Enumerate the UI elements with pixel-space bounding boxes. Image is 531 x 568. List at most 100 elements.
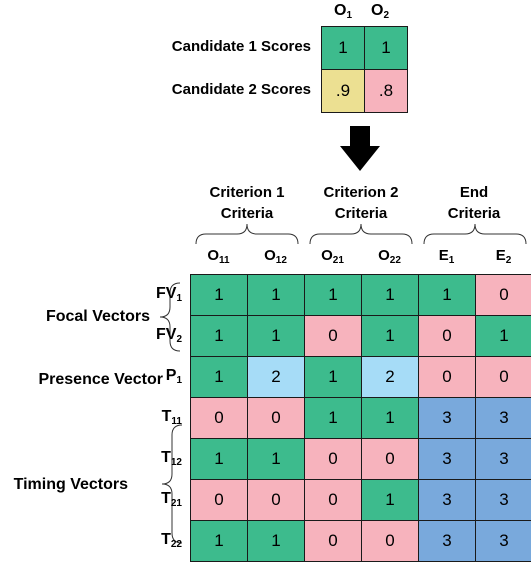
column-header-base: E bbox=[438, 247, 449, 264]
grid-cell: 1 bbox=[475, 315, 531, 357]
grid-cell: 2 bbox=[247, 356, 305, 398]
focal-vectors-label: Focal Vectors bbox=[45, 308, 150, 325]
column-header-base: O bbox=[321, 247, 333, 264]
row-label-sub: 12 bbox=[170, 457, 182, 468]
grid-cell: 0 bbox=[361, 438, 419, 480]
column-header: E1 bbox=[418, 245, 475, 271]
grid-cell: 1 bbox=[304, 356, 362, 398]
column-header-base: E bbox=[495, 247, 506, 264]
grid-cell: 1 bbox=[190, 274, 248, 316]
row-label-base: FV bbox=[155, 285, 177, 302]
row-label-sub: 2 bbox=[176, 334, 182, 345]
group-header-criterion-2: Criterion 2 Criteria bbox=[323, 184, 399, 222]
row-label: FV1 bbox=[156, 285, 182, 304]
top-cell: 1 bbox=[364, 26, 408, 70]
grid-cell: 1 bbox=[418, 274, 476, 316]
column-header-sub: 2 bbox=[505, 255, 512, 266]
grid-cell: 0 bbox=[190, 479, 248, 521]
grid-cell: 2 bbox=[361, 356, 419, 398]
grid-cell: 3 bbox=[418, 438, 476, 480]
column-header: O21 bbox=[304, 245, 361, 271]
group-header-end: End Criteria bbox=[447, 184, 501, 222]
row-label-sub: 22 bbox=[170, 539, 182, 550]
brace-timing-vectors bbox=[161, 424, 183, 544]
column-header-base: O bbox=[378, 247, 390, 264]
row-label: P1 bbox=[166, 367, 182, 386]
grid-cell: 1 bbox=[190, 315, 248, 357]
column-header-sub: 11 bbox=[219, 255, 230, 266]
grid-cell: 1 bbox=[247, 520, 305, 562]
grid-cell: 0 bbox=[304, 520, 362, 562]
column-header: E2 bbox=[475, 245, 531, 271]
grid-cell: 0 bbox=[247, 479, 305, 521]
grid-cell: 1 bbox=[304, 397, 362, 439]
candidate-2-label: Candidate 2 Scores bbox=[171, 81, 311, 98]
row-label: T12 bbox=[161, 449, 182, 468]
candidate-1-label: Candidate 1 Scores bbox=[171, 38, 311, 55]
grid-cell: 3 bbox=[418, 397, 476, 439]
presence-vector-label: Presence Vector bbox=[38, 371, 163, 388]
grid-cell: 3 bbox=[475, 438, 531, 480]
grid-cell: 1 bbox=[361, 397, 419, 439]
row-label-sub: 21 bbox=[170, 498, 182, 509]
grid-cell: 0 bbox=[418, 356, 476, 398]
top-col-header-o1: O1 bbox=[333, 2, 352, 21]
column-header-base: O bbox=[264, 247, 276, 264]
brace-criterion-2 bbox=[309, 223, 413, 245]
grid-cell: 1 bbox=[247, 274, 305, 316]
row-label-base: P bbox=[165, 367, 177, 384]
row-label-base: T bbox=[161, 449, 171, 466]
grid-cell: 1 bbox=[247, 438, 305, 480]
grid-cell: 0 bbox=[247, 397, 305, 439]
brace-focal-vectors bbox=[159, 282, 181, 352]
grid-cell: 1 bbox=[190, 520, 248, 562]
top-cell: .8 bbox=[364, 69, 408, 113]
grid-cell: 0 bbox=[304, 479, 362, 521]
top-col-header-o2: O2 bbox=[370, 2, 389, 21]
grid-cell: 0 bbox=[304, 315, 362, 357]
grid-cell: 1 bbox=[190, 438, 248, 480]
grid-cell: 1 bbox=[361, 479, 419, 521]
grid-cell: 3 bbox=[475, 397, 531, 439]
grid-cell: 3 bbox=[418, 520, 476, 562]
grid-cell: 0 bbox=[475, 356, 531, 398]
grid-cell: 0 bbox=[418, 315, 476, 357]
row-label: T11 bbox=[162, 408, 182, 427]
grid-cell: 0 bbox=[190, 397, 248, 439]
row-label-base: T bbox=[161, 408, 172, 425]
column-header-sub: 1 bbox=[448, 255, 455, 266]
down-arrow-icon bbox=[340, 126, 380, 171]
grid-cell: 1 bbox=[304, 274, 362, 316]
row-label: T22 bbox=[161, 531, 182, 550]
grid-cell: 1 bbox=[361, 274, 419, 316]
column-header-base: O bbox=[207, 247, 220, 264]
grid-cell: 0 bbox=[304, 438, 362, 480]
row-label-base: T bbox=[161, 531, 171, 548]
grid-cell: 0 bbox=[475, 274, 531, 316]
brace-criterion-1 bbox=[195, 223, 299, 245]
grid-cell: 1 bbox=[190, 356, 248, 398]
group-header-criterion-1: Criterion 1 Criteria bbox=[209, 184, 285, 222]
grid-cell: 1 bbox=[247, 315, 305, 357]
column-header-sub: 12 bbox=[275, 255, 287, 266]
grid-cell: 3 bbox=[418, 479, 476, 521]
brace-end bbox=[423, 223, 527, 245]
grid-cell: 0 bbox=[361, 520, 419, 562]
row-label-sub: 11 bbox=[171, 416, 182, 427]
timing-vectors-label: Timing Vectors bbox=[13, 476, 128, 493]
row-label-base: T bbox=[161, 490, 171, 507]
grid-cell: 3 bbox=[475, 520, 531, 562]
row-label-sub: 1 bbox=[176, 375, 182, 386]
row-label-base: FV bbox=[155, 326, 177, 343]
row-label: T21 bbox=[161, 490, 182, 509]
row-label-sub: 1 bbox=[176, 293, 182, 304]
column-header: O22 bbox=[361, 245, 418, 271]
column-header: O11 bbox=[190, 245, 247, 271]
column-header-sub: 22 bbox=[389, 255, 401, 266]
column-header-sub: 21 bbox=[332, 255, 344, 266]
grid-cell: 3 bbox=[475, 479, 531, 521]
grid-cell: 1 bbox=[361, 315, 419, 357]
row-label: FV2 bbox=[156, 326, 182, 345]
column-header: O12 bbox=[247, 245, 304, 271]
